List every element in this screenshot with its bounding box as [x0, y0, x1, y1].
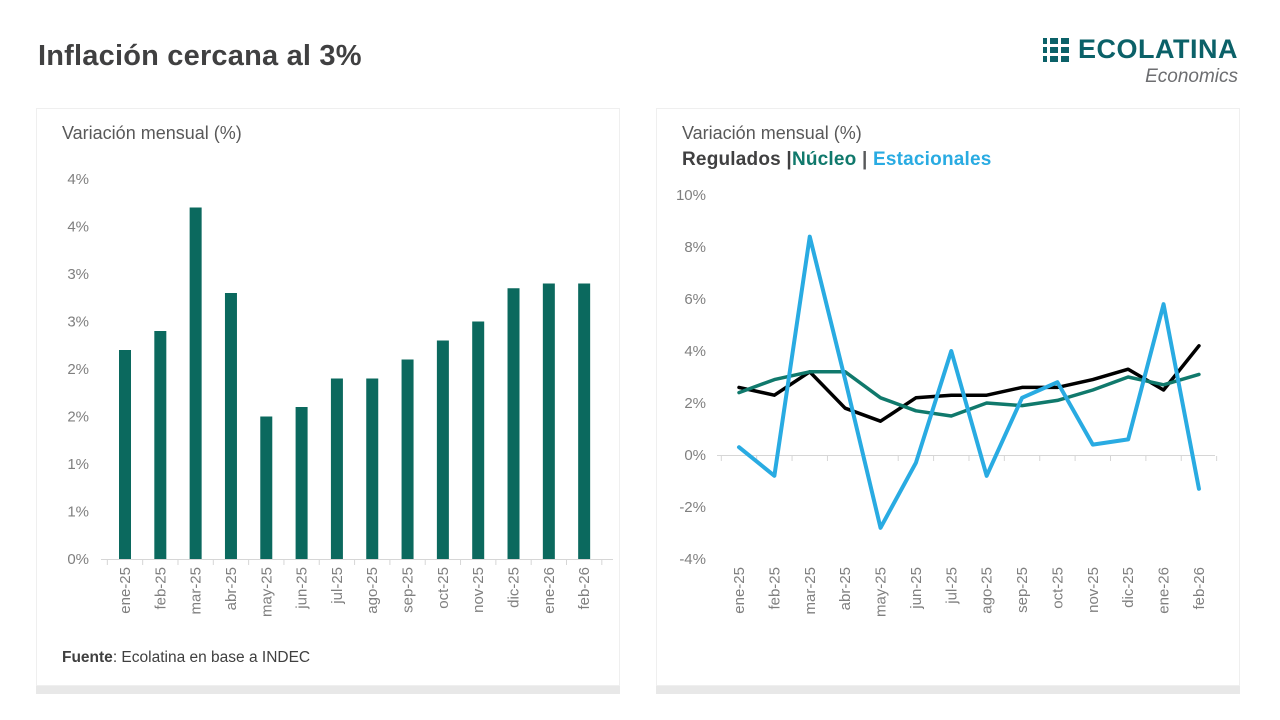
y-axis-label: -4% [679, 551, 706, 568]
logo-tagline: Economics [1145, 66, 1238, 87]
x-axis-label: feb-25 [766, 567, 783, 610]
page-title: Inflación cercana al 3% [38, 40, 362, 72]
logo-name: ECOLATINA [1078, 34, 1238, 64]
bar-chart-svg: 0% 1% 1% 2% 2% 3% 3% 4% 4% ene-25 feb-25 mar-25 abr-… [67, 171, 613, 617]
bars [119, 207, 591, 559]
x-axis-label: ene-25 [731, 567, 748, 614]
x-axis-labels: ene-25 feb-25 mar-25 abr-25 may-25 jun-25 jul-… [731, 567, 1208, 617]
line-chart-title: Variación mensual (%) [682, 123, 862, 143]
y-axis-label: 0% [67, 551, 89, 568]
x-axis-label: jun-25 [908, 567, 925, 610]
source-note: Fuente: Ecolatina en base a INDEC [62, 649, 310, 667]
x-axis-label: jun-25 [294, 567, 311, 610]
bar-may-25 [260, 416, 273, 559]
y-axis-label: 1% [67, 456, 89, 473]
x-axis-label: ene-26 [541, 567, 558, 614]
y-axis-labels: 0% 1% 1% 2% 2% 3% 3% 4% 4% [67, 171, 89, 568]
y-axis-label: 6% [684, 291, 706, 308]
y-axis-label: 10% [676, 187, 706, 204]
y-axis-label: 3% [67, 266, 89, 283]
x-axis-label: sep-25 [400, 567, 417, 613]
ecolatina-logo: ECOLATINA Economics [1043, 34, 1238, 88]
line-chart-svg: -4% -2% 0% 2% 4% 6% 8% 10% ene-25 feb-25 mar-25 abr… [676, 187, 1218, 617]
x-axis-label: feb-25 [152, 567, 169, 610]
y-axis-label: 2% [67, 409, 89, 426]
y-axis-label: 4% [67, 219, 89, 236]
bar-mar-25 [189, 207, 202, 559]
source-text: : Ecolatina en base a INDEC [112, 649, 311, 666]
y-axis-label: 4% [684, 343, 706, 360]
bar-feb-25 [154, 331, 167, 559]
line-Regulados [737, 344, 1201, 423]
bar-chart-title: Variación mensual (%) [62, 123, 242, 143]
legend-part: Regulados [682, 149, 787, 170]
x-axis-label: feb-26 [576, 567, 593, 610]
legend-part: Estacionales [872, 149, 992, 170]
x-axis-label: mar-25 [802, 567, 819, 615]
y-axis-label: 0% [684, 447, 706, 464]
legend-part: | [786, 149, 792, 170]
line-chart-card: Variación mensual (%) Regulados |Núcleo … [656, 108, 1240, 686]
x-axis-label: nov-25 [1085, 567, 1102, 613]
legend-part: Núcleo [791, 149, 857, 170]
x-axis-label: abr-25 [837, 567, 854, 610]
legend-part: | [856, 149, 873, 170]
x-axis-label: dic-25 [1120, 567, 1137, 608]
bar-sep-25 [401, 359, 414, 559]
line-Estacionales [737, 234, 1201, 530]
bar-dic-25 [507, 288, 520, 559]
x-axis-label: feb-26 [1191, 567, 1208, 610]
x-axis-ticks [720, 456, 1218, 461]
bar-ago-25 [366, 378, 379, 559]
x-axis-label: jul-25 [329, 567, 346, 605]
bar-chart-card: Variación mensual (%) 0% 1% 1% 2% 2% 3% 3% 4% 4%… [36, 108, 620, 686]
line-chart-legend: Regulados |Núcleo | Estacionales [682, 149, 992, 171]
bar-oct-25 [436, 340, 449, 559]
source-label: Fuente [62, 649, 113, 666]
y-axis-label: 4% [67, 171, 89, 188]
bar-feb-26 [578, 283, 591, 559]
x-axis-label: oct-25 [1049, 567, 1066, 609]
bar-ene-26 [542, 283, 555, 559]
y-axis-label: 1% [67, 504, 89, 521]
x-axis-ticks [106, 560, 603, 565]
bar-jun-25 [295, 407, 308, 559]
bar-nov-25 [472, 321, 485, 559]
bar-abr-25 [224, 293, 237, 559]
x-axis-label: dic-25 [506, 567, 523, 608]
x-axis-labels: ene-25 feb-25 mar-25 abr-25 may-25 jun-25 jul-… [117, 567, 593, 617]
x-axis-label: ene-26 [1156, 567, 1173, 614]
x-axis-label: mar-25 [188, 567, 205, 615]
x-axis-label: may-25 [873, 567, 890, 617]
bar-jul-25 [330, 378, 343, 559]
x-axis-label: ago-25 [979, 567, 996, 614]
ecolatina-grid-icon [1043, 37, 1069, 62]
y-axis-label: 2% [684, 395, 706, 412]
x-axis-label: ago-25 [364, 567, 381, 614]
x-axis-label: may-25 [258, 567, 275, 617]
y-axis-labels: -4% -2% 0% 2% 4% 6% 8% 10% [676, 187, 706, 568]
x-axis-label: nov-25 [470, 567, 487, 613]
y-axis-label: 2% [67, 361, 89, 378]
x-axis-label: sep-25 [1014, 567, 1031, 613]
y-axis-label: -2% [679, 499, 706, 516]
x-axis-label: jul-25 [943, 567, 960, 605]
y-axis-label: 3% [67, 314, 89, 331]
x-axis-label: oct-25 [435, 567, 452, 609]
bar-ene-25 [119, 350, 131, 559]
x-axis-label: abr-25 [223, 567, 240, 610]
x-axis-label: ene-25 [117, 567, 134, 614]
y-axis-label: 8% [684, 239, 706, 256]
